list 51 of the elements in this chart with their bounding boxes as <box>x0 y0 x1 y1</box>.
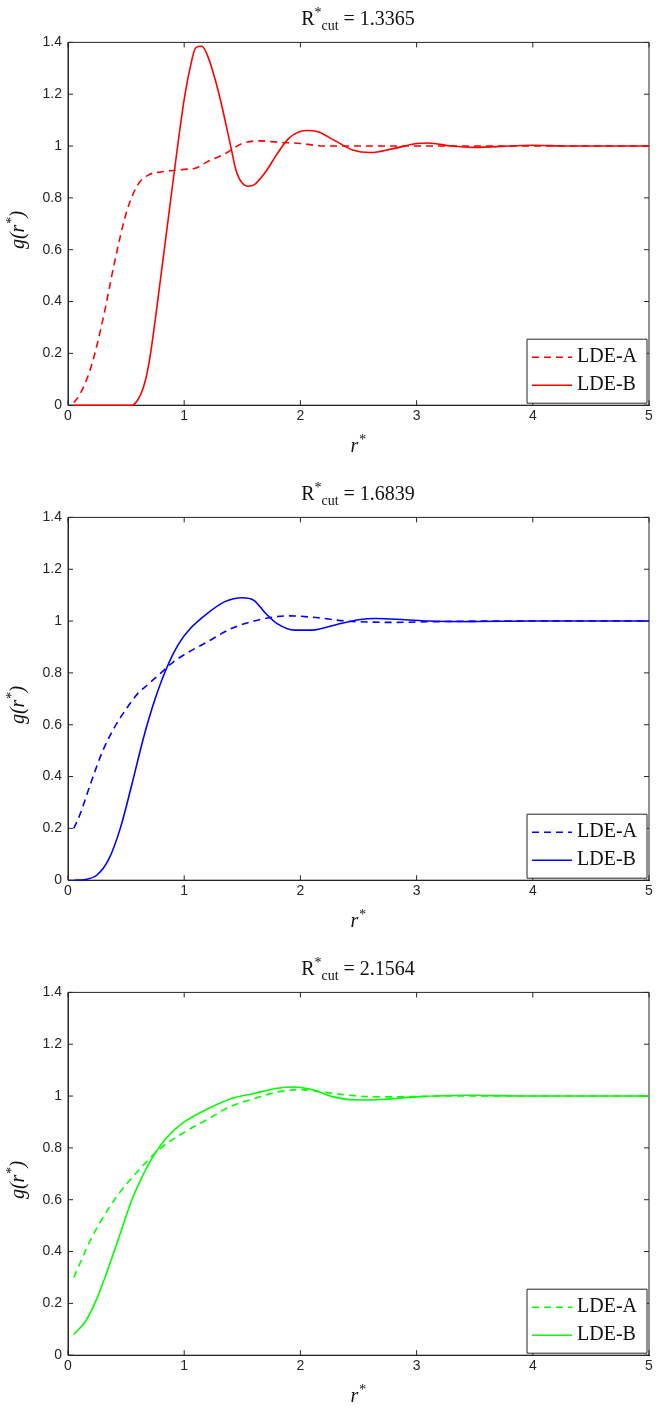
y-tick-label: 0.8 <box>42 663 63 680</box>
x-tick-label: 5 <box>645 407 654 424</box>
y-tick-label: 0.2 <box>42 1294 63 1311</box>
chart-title: R$^{*}$$_{cut}$ = 1.3365 <box>300 4 416 35</box>
x-tick-label: 2 <box>296 407 305 424</box>
y-tick-label: 0.4 <box>42 292 63 309</box>
y-tick-label: 0.6 <box>42 240 63 257</box>
legend-label: LDE-B <box>577 372 636 395</box>
y-tick-label: 1.2 <box>42 560 63 577</box>
y-tick-label: 1.2 <box>42 1035 63 1052</box>
legend-label: LDE-B <box>577 847 636 870</box>
legend-label: LDE-A <box>577 819 638 842</box>
x-tick-label: 4 <box>528 1357 537 1374</box>
y-tick-label: 0 <box>54 1346 63 1363</box>
x-axis-title: r$^{*}$ <box>349 432 367 457</box>
y-tick-label: 0.4 <box>42 1242 63 1259</box>
y-tick-label: 0.8 <box>42 188 63 205</box>
legend-label: LDE-A <box>577 344 638 367</box>
y-tick-label: 0 <box>54 396 63 413</box>
y-tick-label: 1 <box>54 136 63 153</box>
x-tick-label: 1 <box>180 882 189 899</box>
y-tick-label: 0.6 <box>42 715 63 732</box>
x-tick-label: 3 <box>412 1357 421 1374</box>
y-tick-label: 1.4 <box>42 33 63 50</box>
y-tick-label: 0.4 <box>42 767 63 784</box>
y-tick-label: 1 <box>54 611 63 628</box>
y-tick-label: 0.2 <box>42 344 63 361</box>
chart-title: R$^{*}$$_{cut}$ = 2.1564 <box>300 954 416 985</box>
x-tick-label: 2 <box>296 1357 305 1374</box>
chart-title: R$^{*}$$_{cut}$ = 1.6839 <box>300 479 416 510</box>
x-axis-title: r$^{*}$ <box>349 1382 367 1407</box>
y-tick-label: 1.4 <box>42 983 63 1000</box>
x-tick-label: 3 <box>412 882 421 899</box>
legend-label: LDE-B <box>577 1322 636 1345</box>
y-tick-label: 1.2 <box>42 85 63 102</box>
x-tick-label: 2 <box>296 882 305 899</box>
y-tick-label: 0 <box>54 871 63 888</box>
y-tick-label: 0.8 <box>42 1138 63 1155</box>
x-tick-label: 1 <box>180 407 189 424</box>
x-tick-label: 5 <box>645 882 654 899</box>
x-axis-title: r$^{*}$ <box>349 907 367 932</box>
x-tick-label: 1 <box>180 1357 189 1374</box>
x-tick-label: 3 <box>412 407 421 424</box>
y-tick-label: 1 <box>54 1086 63 1103</box>
x-tick-label: 4 <box>528 882 537 899</box>
y-tick-label: 0.2 <box>42 819 63 836</box>
legend-label: LDE-A <box>577 1294 638 1317</box>
x-tick-label: 4 <box>528 407 537 424</box>
x-tick-label: 5 <box>645 1357 654 1374</box>
y-tick-label: 1.4 <box>42 508 63 525</box>
y-tick-label: 0.6 <box>42 1190 63 1207</box>
